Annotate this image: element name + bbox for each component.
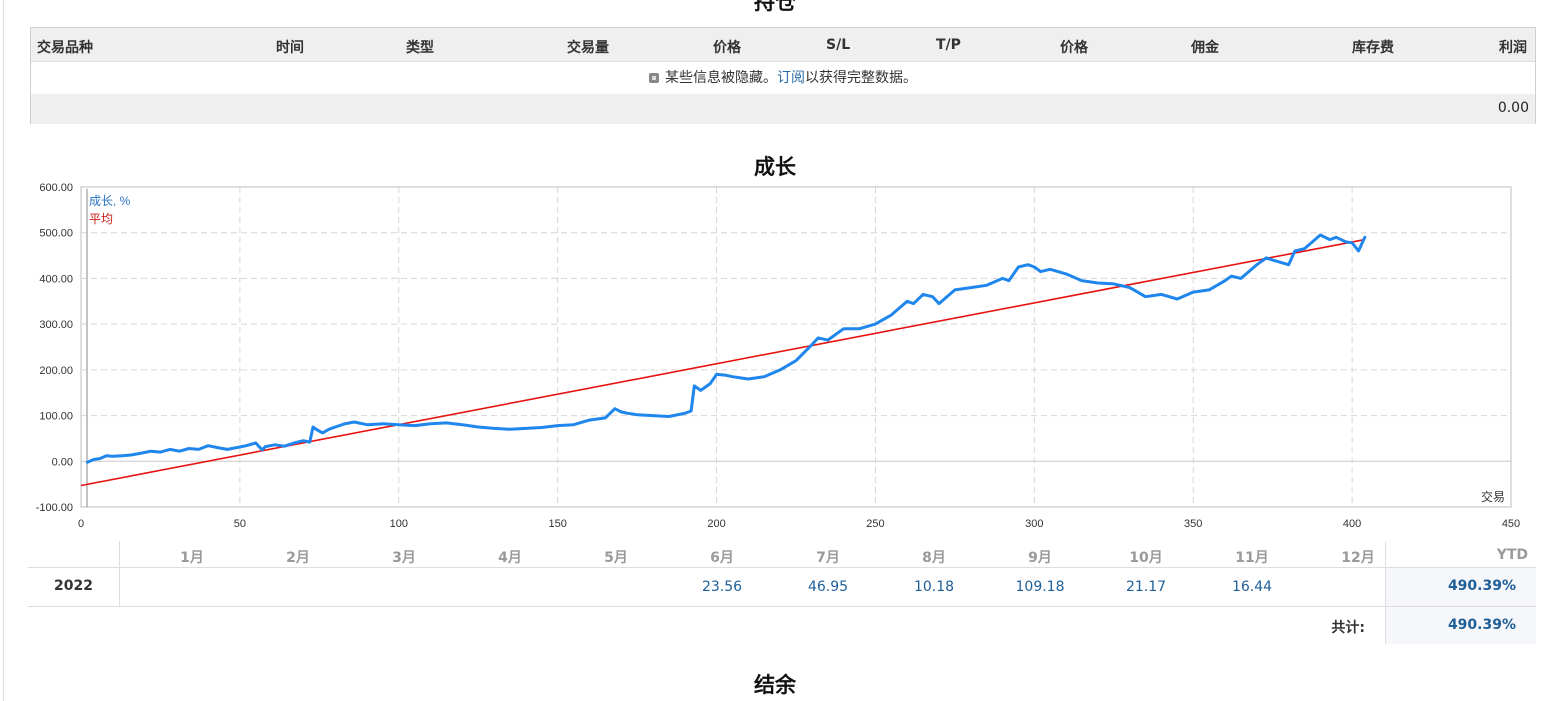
col-type[interactable]: 类型: [406, 40, 434, 56]
col-commission[interactable]: 佣金: [1191, 40, 1219, 56]
y-tick-label: 600.00: [39, 182, 73, 194]
month-value[interactable]: 16.44: [1231, 579, 1273, 595]
positions-header: 交易品种 时间 类型 交易量 价格 S/L T/P 价格 佣金 库存费 利润: [31, 28, 1535, 62]
col-symbol[interactable]: 交易品种: [37, 40, 93, 56]
x-tick-label: 300: [1025, 518, 1043, 530]
page-left-border: [3, 0, 4, 701]
subscribe-link[interactable]: 订阅: [777, 70, 805, 86]
col-volume[interactable]: 交易量: [567, 40, 609, 56]
ytd-value: 490.39%: [1447, 578, 1516, 594]
x-tick-label: 200: [707, 518, 725, 530]
total-value: 490.39%: [1447, 617, 1516, 633]
positions-table: 交易品种 时间 类型 交易量 价格 S/L T/P 价格 佣金 库存费 利润 某…: [30, 27, 1536, 124]
x-tick-label: 100: [390, 518, 408, 530]
x-tick-label: 250: [866, 518, 884, 530]
month-header: 9月: [1028, 550, 1052, 566]
hidden-info-notice: 某些信息被隐藏。订阅以获得完整数据。: [31, 62, 1535, 94]
month-value[interactable]: 10.18: [913, 579, 955, 595]
month-header: 1月: [180, 550, 204, 566]
total-value-bg: [1385, 606, 1536, 644]
legend-average: 平均: [89, 212, 113, 226]
positions-title: 持仓: [754, 0, 796, 14]
x-tick-label: 150: [548, 518, 566, 530]
col-price-open[interactable]: 价格: [713, 40, 741, 56]
y-tick-label: 300.00: [39, 319, 73, 331]
ytd-divider: [1385, 541, 1386, 644]
x-tick-label: 400: [1343, 518, 1361, 530]
y-tick-label: 0.00: [52, 456, 73, 468]
lock-icon: [649, 73, 659, 83]
notice-text-end: 以获得完整数据。: [805, 70, 917, 86]
y-tick-label: -100.00: [36, 502, 73, 514]
col-sl[interactable]: S/L: [826, 37, 851, 53]
notice-text: 某些信息被隐藏。: [665, 70, 777, 86]
month-header: 10月: [1129, 550, 1163, 566]
month-header: 6月: [710, 550, 734, 566]
row-divider: [28, 606, 1536, 607]
month-header: 11月: [1235, 550, 1269, 566]
total-profit: 0.00: [1497, 100, 1529, 116]
year-divider: [119, 541, 120, 606]
positions-total-row: 0.00: [31, 94, 1535, 124]
average-line: [80, 238, 1365, 487]
month-header: 4月: [498, 550, 522, 566]
month-header: 2月: [286, 550, 310, 566]
month-value[interactable]: 46.95: [807, 579, 849, 595]
month-header: 3月: [392, 550, 416, 566]
y-tick-label: 100.00: [39, 411, 73, 423]
ytd-value-bg: [1385, 567, 1536, 606]
col-time[interactable]: 时间: [276, 40, 304, 56]
total-label: 共计:: [1331, 620, 1365, 636]
y-tick-label: 200.00: [39, 365, 73, 377]
col-profit[interactable]: 利润: [1499, 40, 1527, 56]
y-tick-label: 500.00: [39, 228, 73, 240]
month-value[interactable]: 23.56: [701, 579, 743, 595]
ytd-header-bg: [1385, 541, 1536, 567]
x-tick-label: 50: [234, 518, 246, 530]
month-value[interactable]: 21.17: [1125, 579, 1167, 595]
legend-growth: 成长, %: [89, 194, 131, 208]
year-label: 2022: [54, 578, 93, 594]
col-tp[interactable]: T/P: [936, 37, 961, 53]
growth-title: 成长: [754, 155, 796, 179]
monthly-table: 1月 2月 3月 4月 5月 6月 7月 8月 9月 10月 11月 12月 23.56 46.95 10…: [28, 541, 1536, 644]
col-swap[interactable]: 库存费: [1352, 40, 1394, 56]
ytd-header: YTD: [1496, 547, 1528, 563]
col-price[interactable]: 价格: [1060, 40, 1088, 56]
x-axis-label: 交易: [1481, 489, 1505, 504]
month-header: 8月: [922, 550, 946, 566]
month-header: 7月: [816, 550, 840, 566]
month-value[interactable]: 109.18: [1015, 579, 1065, 595]
month-header: 5月: [604, 550, 628, 566]
growth-line: [85, 233, 1367, 464]
x-tick-label: 450: [1502, 518, 1520, 530]
x-tick-label: 0: [78, 518, 84, 530]
balance-title: 结余: [754, 673, 796, 697]
month-header: 12月: [1341, 550, 1375, 566]
x-tick-label: 350: [1184, 518, 1202, 530]
header-divider: [28, 567, 1536, 568]
growth-chart: -100.00 0.00 100.00 200.00 300.00 400.00 500.0…: [36, 182, 1520, 530]
plot-area: [80, 186, 1512, 508]
y-tick-label: 400.00: [39, 273, 73, 285]
